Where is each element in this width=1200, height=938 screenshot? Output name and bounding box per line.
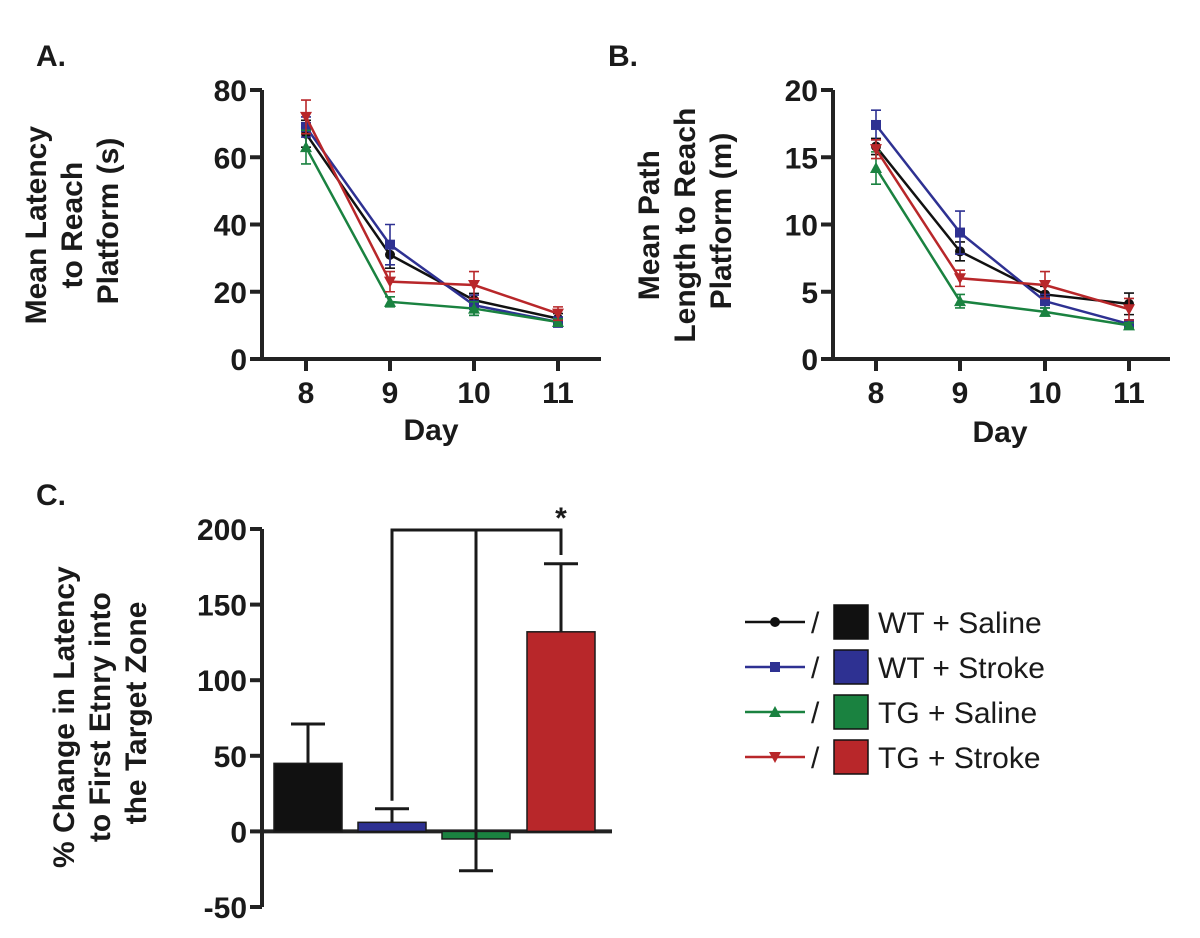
panel-a-series-line	[304, 126, 559, 324]
panel-a-data-point	[384, 276, 396, 288]
panel-b-x-tick-label: 10	[1028, 377, 1061, 410]
legend-item-1-separator: /	[811, 652, 820, 685]
panel-b-series-line	[874, 148, 1130, 311]
panel-b-data-point	[1123, 319, 1135, 331]
panel-a-x-tick-label: 11	[542, 377, 574, 410]
panel-c-y-tick-label: 0	[230, 816, 247, 849]
panel-a-series-line	[304, 116, 559, 315]
panel-b-y-tick-label: 15	[785, 142, 818, 175]
panel-c-ylabel-line-3: the Target Zone	[120, 602, 153, 825]
panel-b-x-tick-label: 11	[1113, 377, 1145, 410]
legend-item-0-label: WT + Saline	[878, 607, 1042, 640]
panel-c-label: C.	[36, 479, 66, 512]
panel-b-data-point	[1123, 304, 1135, 316]
panel-a-x-tick-label: 8	[298, 377, 315, 410]
panel-a-ylabel-line-3: Platform (s)	[92, 138, 125, 305]
panel-b-data-point	[871, 119, 881, 130]
panel-a-ylabel-line-1: Mean Latency	[20, 126, 53, 325]
panel-c-ylabel-line-1: % Change in Latency	[48, 566, 81, 868]
panel-c-y-tick-label: 50	[214, 741, 247, 774]
legend-item-1-label: WT + Stroke	[878, 652, 1045, 685]
panel-b-y-tick-label: 5	[801, 277, 818, 310]
panel-b-data-point	[1039, 280, 1051, 292]
panel-b-ylabel-line-3: Platform (m)	[705, 133, 738, 310]
legend-item-2-marker	[769, 706, 781, 717]
legend-item-3-swatch	[833, 739, 869, 775]
panel-a-data-point	[552, 316, 564, 328]
panel-a-data-point	[384, 295, 396, 307]
panel-a-ylabel-line-2: to Reach	[56, 162, 89, 289]
legend-item-1-marker	[770, 662, 780, 672]
panel-a: A. Mean Latency to Reach Platform (s) Da…	[20, 40, 601, 447]
panel-a-series-line	[304, 146, 559, 324]
panel-a-label: A.	[36, 40, 66, 73]
panel-b-ylabel-line-1: Mean Path	[633, 150, 666, 300]
panel-a-y-tick-label: 20	[214, 277, 247, 310]
panel-b-ylabel-line-2: Length to Reach	[669, 108, 702, 343]
panel-b-series-line	[875, 124, 1130, 326]
panel-c-significance-star: *	[555, 502, 567, 535]
panel-c-bar	[357, 821, 427, 833]
panel-a-y-tick-label: 80	[214, 75, 247, 108]
panel-a-data-point	[300, 111, 312, 123]
legend-item-2-separator: /	[811, 697, 820, 730]
panel-a-ylabel: Mean Latency to Reach Platform (s)	[20, 118, 125, 325]
panel-a-data-point	[552, 308, 564, 320]
panel-a-y-tick-label: 0	[230, 344, 247, 377]
legend-item-1-swatch	[833, 649, 869, 685]
panel-b-series-line	[875, 145, 1130, 306]
panel-a-data-point	[468, 280, 480, 292]
legend-item-3-label: TG + Stroke	[878, 742, 1041, 775]
panel-c-y-tick-label: -50	[204, 892, 247, 925]
legend-item-2-swatch	[833, 694, 869, 730]
panel-b-data-point	[954, 273, 966, 285]
panel-c-y-tick-label: 100	[197, 665, 247, 698]
legend-item-0-separator: /	[811, 607, 820, 640]
panel-c-ylabel: % Change in Latency to First Etnry into …	[48, 558, 153, 868]
panel-b-ylabel: Mean Path Length to Reach Platform (m)	[633, 99, 738, 342]
panel-b-data-point	[870, 144, 882, 156]
legend-item-3-separator: /	[811, 742, 820, 775]
panel-a-x-tick-label: 10	[457, 377, 490, 410]
panel-b: B. Mean Path Length to Reach Platform (m…	[608, 40, 1170, 449]
panel-b-data-point	[1039, 305, 1051, 317]
panel-a-series-line	[304, 132, 559, 320]
legend-item-3-marker	[769, 752, 781, 763]
panel-c-y-tick-label: 150	[197, 590, 247, 623]
panel-b-x-tick-label: 8	[868, 377, 885, 410]
panel-b-data-point	[954, 295, 966, 307]
panel-b-xlabel: Day	[972, 416, 1027, 449]
panel-c-error-bar	[544, 562, 578, 632]
panel-a-data-point	[385, 239, 395, 250]
panel-c-error-bar	[375, 807, 409, 823]
panel-c-bar	[526, 631, 596, 833]
panel-b-y-tick-label: 0	[801, 344, 818, 377]
panel-b-y-tick-label: 20	[785, 75, 818, 108]
legend-item-2-label: TG + Saline	[878, 697, 1037, 730]
legend-item-0-marker	[770, 617, 780, 627]
panel-b-series-line	[874, 167, 1130, 327]
panel-a-y-tick-label: 60	[214, 142, 247, 175]
panel-b-data-point	[870, 162, 882, 174]
panel-b-label: B.	[608, 40, 638, 73]
panel-b-y-tick-label: 10	[785, 210, 818, 243]
legend: / WT + Saline / WT + Stroke / TG + Saline / TG …	[745, 604, 1045, 775]
panel-a-data-point	[468, 302, 480, 314]
panel-c-ylabel-line-2: to First Etnry into	[84, 592, 117, 842]
panel-a-x-tick-label: 9	[382, 377, 399, 410]
panel-a-y-tick-label: 40	[214, 210, 247, 243]
panel-c: C. % Change in Latency to First Etnry in…	[36, 479, 612, 925]
panel-a-data-point	[300, 141, 312, 153]
panel-c-bar	[273, 762, 343, 833]
panel-b-data-point	[955, 227, 965, 238]
panel-c-error-bar	[291, 722, 325, 764]
legend-item-0-swatch	[833, 604, 869, 640]
panel-c-y-tick-label: 200	[197, 514, 247, 547]
panel-b-x-tick-label: 9	[952, 377, 969, 410]
panel-a-xlabel: Day	[403, 414, 458, 447]
